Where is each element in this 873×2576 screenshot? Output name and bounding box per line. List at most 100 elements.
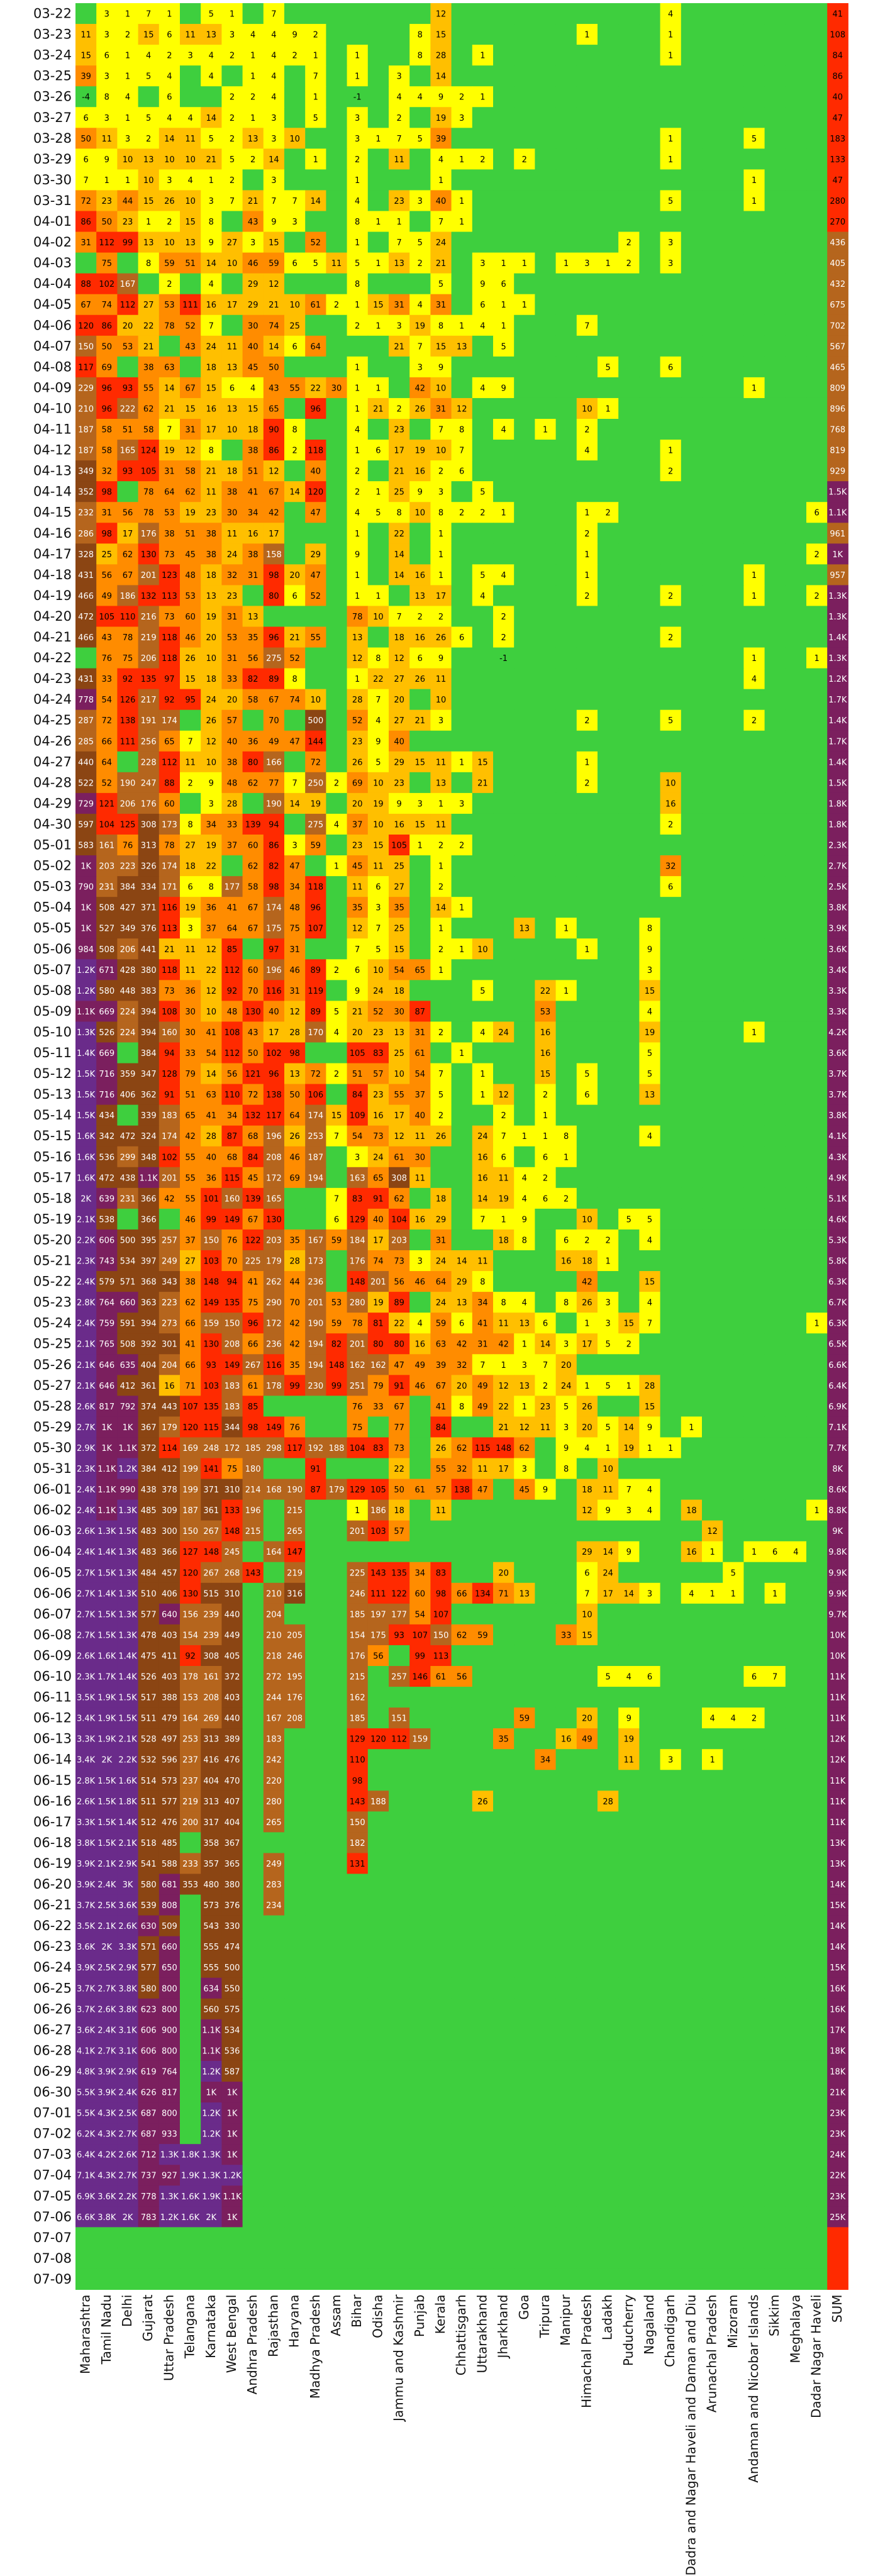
cell-value-label: 53 bbox=[540, 1008, 551, 1017]
cell-value-label: 1 bbox=[564, 987, 569, 996]
cell-value-label: 313 bbox=[203, 1797, 219, 1807]
cell-value-label: 24 bbox=[373, 987, 384, 996]
cell-value-label: 1 bbox=[355, 301, 360, 310]
heatmap-cell bbox=[472, 3, 494, 25]
heatmap-cell bbox=[555, 1790, 577, 1812]
heatmap-cell bbox=[493, 1042, 514, 1064]
heatmap-cell bbox=[451, 730, 473, 752]
cell-value-label: 215 bbox=[245, 1527, 261, 1536]
heatmap-cell bbox=[347, 543, 369, 565]
cell-value-label: 4 bbox=[647, 1132, 652, 1141]
heatmap-cell bbox=[598, 709, 619, 731]
heatmap-cell bbox=[367, 502, 389, 523]
cell-value-label: 2 bbox=[292, 52, 297, 61]
heatmap-cell bbox=[180, 314, 201, 336]
heatmap-cell bbox=[827, 294, 848, 316]
cell-value-label: 14 bbox=[394, 571, 404, 580]
cell-value-label: 61 bbox=[415, 1049, 426, 1058]
cell-value-label: 2 bbox=[626, 1340, 631, 1350]
heatmap-cell bbox=[305, 45, 326, 66]
heatmap-cell bbox=[451, 647, 473, 669]
heatmap-cell bbox=[409, 1790, 431, 1812]
cell-value-label: 1.6K bbox=[118, 1777, 137, 1786]
cell-value-label: 36 bbox=[185, 987, 196, 996]
cell-value-label: 28 bbox=[603, 1797, 613, 1807]
heatmap-cell bbox=[576, 564, 598, 586]
cell-value-label: 368 bbox=[141, 1278, 157, 1287]
cell-value-label: 67 bbox=[123, 571, 133, 580]
cell-value-label: 162 bbox=[350, 1361, 365, 1370]
cell-value-label: 2 bbox=[250, 93, 255, 103]
heatmap-cell bbox=[430, 543, 452, 565]
heatmap-cell bbox=[702, 1354, 723, 1375]
cell-value-label: 1 bbox=[375, 259, 381, 269]
cell-value-label: 118 bbox=[308, 447, 323, 456]
cell-value-label: 1 bbox=[459, 945, 464, 955]
cell-value-label: 82 bbox=[248, 675, 259, 684]
cell-value-label: 515 bbox=[203, 1589, 219, 1599]
heatmap-cell bbox=[75, 585, 97, 606]
heatmap-cell bbox=[326, 897, 348, 918]
cell-value-label: 26 bbox=[185, 654, 196, 663]
cell-value-label: 457 bbox=[162, 1568, 177, 1578]
heatmap-cell bbox=[660, 1187, 682, 1209]
heatmap-cell bbox=[618, 1645, 640, 1667]
heatmap-cell bbox=[576, 1042, 598, 1064]
cell-value-label: 13 bbox=[185, 238, 196, 248]
cell-value-label: 224 bbox=[120, 1028, 136, 1038]
heatmap-cell bbox=[493, 273, 514, 295]
heatmap-cell bbox=[326, 128, 348, 149]
cell-value-label: 49 bbox=[582, 1735, 592, 1745]
heatmap-cell bbox=[367, 45, 389, 66]
cell-value-label: 102 bbox=[162, 1153, 177, 1162]
heatmap-cell bbox=[743, 1292, 765, 1313]
cell-value-label: 150 bbox=[203, 1236, 219, 1245]
cell-value-label: 13 bbox=[415, 592, 426, 601]
cell-value-label: 208 bbox=[287, 1714, 303, 1724]
heatmap-cell bbox=[389, 440, 410, 461]
heatmap-cell bbox=[827, 481, 848, 502]
cell-value-label: 20 bbox=[289, 571, 300, 580]
cell-value-label: 32 bbox=[457, 1361, 467, 1370]
cell-value-label: 1 bbox=[752, 197, 757, 206]
cell-value-label: 46 bbox=[415, 1382, 426, 1391]
heatmap-cell bbox=[723, 1666, 744, 1687]
cell-value-label: 61 bbox=[248, 1382, 259, 1391]
heatmap-cell bbox=[535, 1208, 557, 1230]
cell-value-label: 4 bbox=[647, 1506, 652, 1516]
cell-value-label: 59 bbox=[164, 259, 175, 269]
heatmap-cell bbox=[514, 481, 535, 502]
cell-value-label: 465 bbox=[830, 363, 845, 372]
cell-value-label: 6 bbox=[83, 114, 88, 123]
heatmap-cell bbox=[389, 460, 410, 482]
heatmap-cell bbox=[535, 1271, 557, 1292]
cell-value-label: 107 bbox=[182, 1402, 198, 1412]
heatmap-cell bbox=[681, 169, 703, 191]
heatmap-cell bbox=[430, 481, 452, 502]
heatmap-cell bbox=[138, 128, 160, 149]
cell-value-label: 5 bbox=[605, 1423, 610, 1433]
cell-value-label: 96 bbox=[269, 633, 279, 643]
heatmap-cell bbox=[702, 1396, 723, 1417]
cell-value-label: 1 bbox=[814, 1319, 819, 1329]
heatmap-cell bbox=[785, 980, 807, 1001]
heatmap-cell bbox=[117, 1208, 139, 1230]
heatmap-cell bbox=[764, 1229, 786, 1251]
cell-value-label: 7 bbox=[375, 696, 381, 705]
cell-value-label: 14 bbox=[289, 488, 300, 497]
cell-value-label: 310 bbox=[225, 1485, 240, 1495]
heatmap-cell bbox=[827, 211, 848, 233]
heatmap-cell bbox=[681, 1354, 703, 1375]
heatmap-cell bbox=[221, 440, 243, 461]
heatmap-cell bbox=[639, 1146, 661, 1168]
heatmap-cell bbox=[555, 647, 577, 669]
heatmap-cell bbox=[493, 502, 514, 523]
cell-value-label: 168 bbox=[266, 1485, 282, 1495]
heatmap-cell bbox=[785, 876, 807, 897]
heatmap-cell bbox=[451, 1687, 473, 1708]
cell-value-label: 16 bbox=[477, 1153, 488, 1162]
cell-value-label: 1K bbox=[123, 1423, 133, 1433]
heatmap-cell bbox=[284, 397, 306, 419]
heatmap-cell bbox=[555, 169, 577, 191]
cell-value-label: 3 bbox=[167, 176, 172, 186]
